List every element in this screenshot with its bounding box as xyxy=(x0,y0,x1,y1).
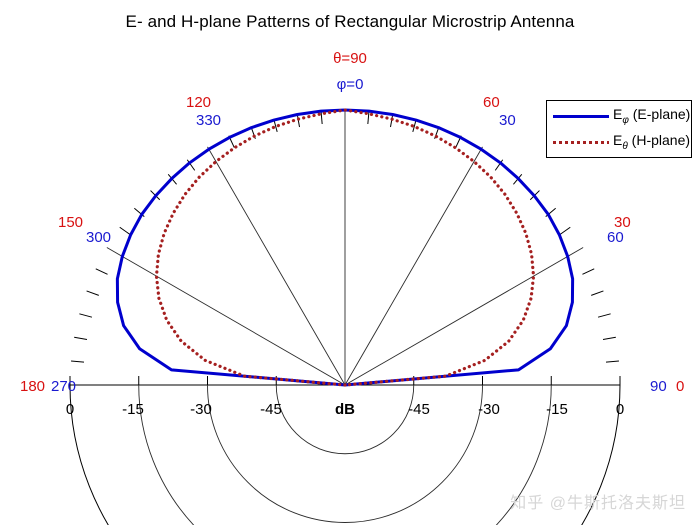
phi-angle-label-90-5: 90 xyxy=(650,378,667,395)
phi-annotation: φ=0 xyxy=(0,76,700,93)
legend-swatch-h-plane xyxy=(553,136,609,148)
theta-angle-label-150-1: 150 xyxy=(58,214,84,231)
db-axis-tick-label-8: 0 xyxy=(615,401,625,418)
db-axis-tick-label-5: -45 xyxy=(408,401,430,418)
theta-annotation: θ=90 xyxy=(0,50,700,67)
watermark: 知乎 @牛斯托洛夫斯坦 xyxy=(510,495,686,512)
db-axis-tick-label-6: -30 xyxy=(478,401,500,418)
theta-angle-label-180-0: 180 xyxy=(20,378,46,395)
legend-item-e-plane: Eφ (E-plane) xyxy=(547,104,693,128)
phi-angle-label-300-1: 300 xyxy=(86,229,112,246)
db-axis-tick-label-3: -45 xyxy=(260,401,282,418)
phi-angle-label-270-0: 270 xyxy=(51,378,77,395)
legend: Eφ (E-plane) Eθ (H-plane) xyxy=(546,100,692,158)
theta-angle-label-60-3: 60 xyxy=(483,94,500,111)
phi-angle-label-330-2: 330 xyxy=(196,112,222,129)
legend-item-h-plane: Eθ (H-plane) xyxy=(547,130,693,154)
db-axis-tick-label-0: 0 xyxy=(65,401,75,418)
legend-label-e-plane: Eφ (E-plane) xyxy=(613,105,691,126)
series-h-plane xyxy=(154,108,536,387)
db-axis-tick-label-7: -15 xyxy=(546,401,568,418)
phi-angle-label-30-3: 30 xyxy=(499,112,516,129)
theta-angle-label-30-4: 30 xyxy=(614,214,631,231)
legend-label-h-plane: Eθ (H-plane) xyxy=(613,131,691,152)
chart-title: E- and H-plane Patterns of Rectangular M… xyxy=(125,12,575,31)
db-axis-unit-label: dB xyxy=(335,401,355,418)
theta-angle-label-0-5: 0 xyxy=(676,378,685,395)
polar-grid xyxy=(69,110,621,525)
phi-annotation-text: φ=0 xyxy=(336,76,364,93)
theta-angle-label-120-2: 120 xyxy=(186,94,212,111)
polar-series xyxy=(115,108,575,387)
legend-swatch-e-plane xyxy=(553,110,609,122)
db-axis-tick-label-2: -30 xyxy=(190,401,212,418)
theta-annotation-text: θ=90 xyxy=(333,50,367,67)
phi-angle-label-60-4: 60 xyxy=(607,229,624,246)
db-axis-tick-label-1: -15 xyxy=(122,401,144,418)
